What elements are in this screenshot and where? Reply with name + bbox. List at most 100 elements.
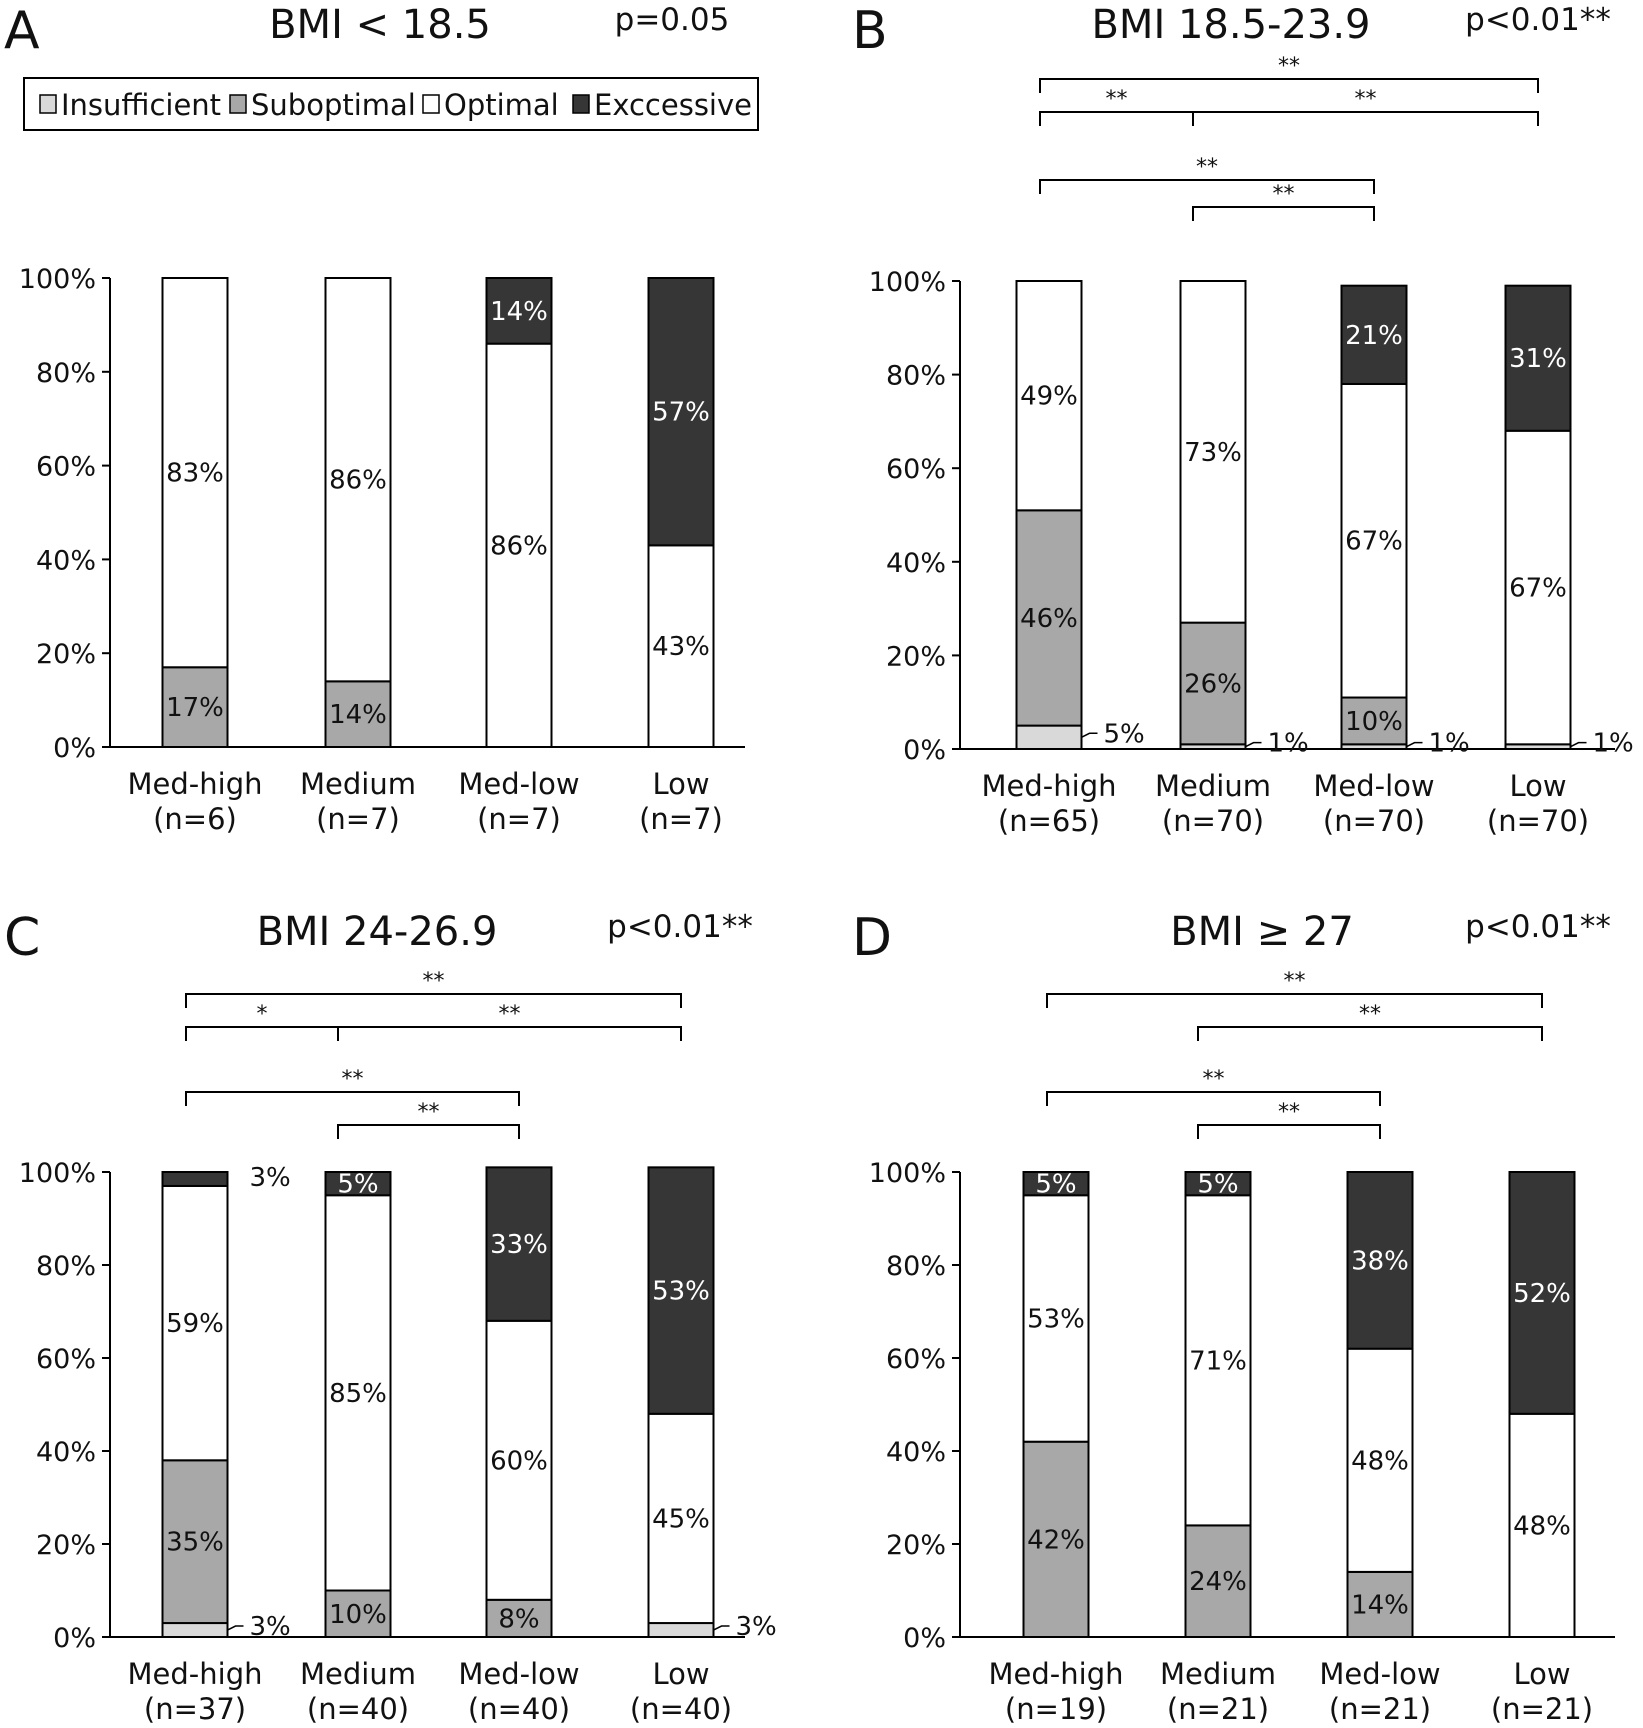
segment-label: 1% (1429, 729, 1470, 759)
segment-label: 59% (166, 1309, 224, 1339)
category-n-label: (n=19) (1005, 1692, 1107, 1726)
segment-label: 3% (736, 1612, 777, 1642)
category-label: Med-high (128, 1657, 263, 1691)
significance-label: ** (499, 1002, 521, 1027)
y-tick-label: 0% (53, 1623, 96, 1654)
significance-label: ** (418, 1100, 440, 1125)
panel-letter: C (4, 908, 40, 968)
segment-label: 17% (166, 693, 224, 723)
legend-label-optimal: Optimal (444, 88, 559, 122)
segment-label: 14% (1351, 1590, 1409, 1620)
segment-label: 46% (1020, 604, 1078, 634)
bar-segment-suboptimal (1184, 1524, 1252, 1639)
segment-label: 5% (1104, 719, 1145, 749)
segment-label: 1% (1268, 729, 1309, 759)
significance-bracket (337, 1124, 520, 1139)
panel-title: BMI < 18.5 (269, 2, 491, 48)
p-value: p=0.05 (615, 2, 730, 38)
y-tick-label: 60% (886, 454, 946, 485)
segment-label: 85% (329, 1379, 387, 1409)
y-tick-label: 0% (903, 735, 946, 766)
category-label: Low (1509, 769, 1566, 803)
legend-box (23, 77, 759, 131)
y-tick-label: 0% (903, 1623, 946, 1654)
bar-segment-exccessive (324, 1171, 392, 1197)
segment-label: 73% (1184, 438, 1242, 468)
category-label: Medium (300, 767, 416, 801)
segment-label: 8% (498, 1604, 539, 1634)
bar-segment-exccessive (485, 1166, 553, 1322)
category-n-label: (n=7) (639, 802, 723, 836)
bar-segment-suboptimal (161, 1459, 229, 1625)
significance-bracket (1039, 78, 1539, 93)
significance-bracket (185, 1026, 339, 1041)
significance-label: ** (1355, 87, 1377, 112)
category-label: Medium (1155, 769, 1271, 803)
y-tick-label: 80% (886, 1251, 946, 1282)
segment-label: 31% (1509, 344, 1567, 374)
category-n-label: (n=40) (630, 1692, 732, 1726)
segment-label: 35% (166, 1528, 224, 1558)
y-tick-label: 60% (36, 1344, 96, 1375)
segment-label: 10% (1345, 707, 1403, 737)
panel-A: A BMI < 18.5 p=0.05 0% 20% 40% 60% 80% 100% 17% 83… (4, 1, 745, 836)
y-tick-label: 60% (36, 452, 96, 483)
significance-bracket (185, 993, 682, 1008)
category-label: Medium (300, 1657, 416, 1691)
segment-label: 60% (490, 1446, 548, 1476)
category-n-label: (n=70) (1323, 804, 1425, 838)
segment-label: 5% (1197, 1170, 1238, 1200)
legend-label-insufficient: Insufficient (61, 88, 221, 122)
segment-label: 24% (1189, 1567, 1247, 1597)
category-n-label: (n=65) (998, 804, 1100, 838)
bar-segment-exccessive (647, 277, 715, 547)
segment-label: 49% (1020, 382, 1078, 412)
significance-bracket (1192, 206, 1375, 221)
segment-label: 3% (250, 1163, 291, 1193)
panel-letter: D (852, 908, 892, 968)
category-n-label: (n=70) (1162, 804, 1264, 838)
significance-label: ** (1278, 54, 1300, 79)
segment-label: 83% (166, 459, 224, 489)
segment-label: 86% (490, 531, 548, 561)
bar-segment-optimal (1340, 382, 1408, 699)
bar-segment-exccessive (1508, 1171, 1576, 1415)
p-value: p<0.01** (607, 909, 753, 945)
significance-label: ** (1106, 87, 1128, 112)
category-label: Med-high (989, 1657, 1124, 1691)
segment-label: 48% (1513, 1511, 1571, 1541)
segment-label: 52% (1513, 1279, 1571, 1309)
bar-segment-suboptimal (1179, 621, 1247, 746)
significance-bracket (1039, 111, 1194, 126)
category-n-label: (n=7) (316, 802, 400, 836)
bar-segment-optimal (161, 1184, 229, 1462)
category-label: Med-low (458, 767, 579, 801)
leader-line (1245, 741, 1262, 748)
panel-B: B BMI 18.5-23.9 p<0.01** 0% 20% 40% 60% 80% 100%… (852, 1, 1634, 838)
y-tick-label: 100% (19, 1158, 96, 1189)
bar-segment-exccessive (1184, 1171, 1252, 1197)
bar-segment-exccessive (1340, 284, 1408, 385)
category-n-label: (n=21) (1167, 1692, 1269, 1726)
bar-segment-exccessive (1346, 1171, 1414, 1350)
panels: A BMI < 18.5 p=0.05 0% 20% 40% 60% 80% 100% 17% 83… (4, 1, 1634, 1726)
significance-label: ** (342, 1067, 364, 1092)
segment-label: 45% (652, 1504, 710, 1534)
panel-letter: B (852, 1, 888, 61)
segment-label: 53% (1027, 1304, 1085, 1334)
panel-C: C BMI 24-26.9 p<0.01** 0% 20% 40% 60% 80% 100% 3%… (4, 908, 777, 1726)
bar-segment-suboptimal (1346, 1570, 1414, 1639)
y-tick-label: 40% (886, 1437, 946, 1468)
segment-label: 42% (1027, 1525, 1085, 1555)
segment-label: 10% (329, 1600, 387, 1630)
significance-label: ** (1203, 1067, 1225, 1092)
category-label: Med-low (1319, 1657, 1440, 1691)
y-tick-label: 0% (53, 733, 96, 764)
segment-label: 38% (1351, 1246, 1409, 1276)
leader-line (713, 1625, 730, 1631)
segment-label: 1% (1593, 729, 1634, 759)
category-label: Medium (1160, 1657, 1276, 1691)
significance-bracket (185, 1091, 520, 1106)
bar-segment-optimal (324, 1194, 392, 1592)
bar-segment-optimal (647, 1412, 715, 1625)
